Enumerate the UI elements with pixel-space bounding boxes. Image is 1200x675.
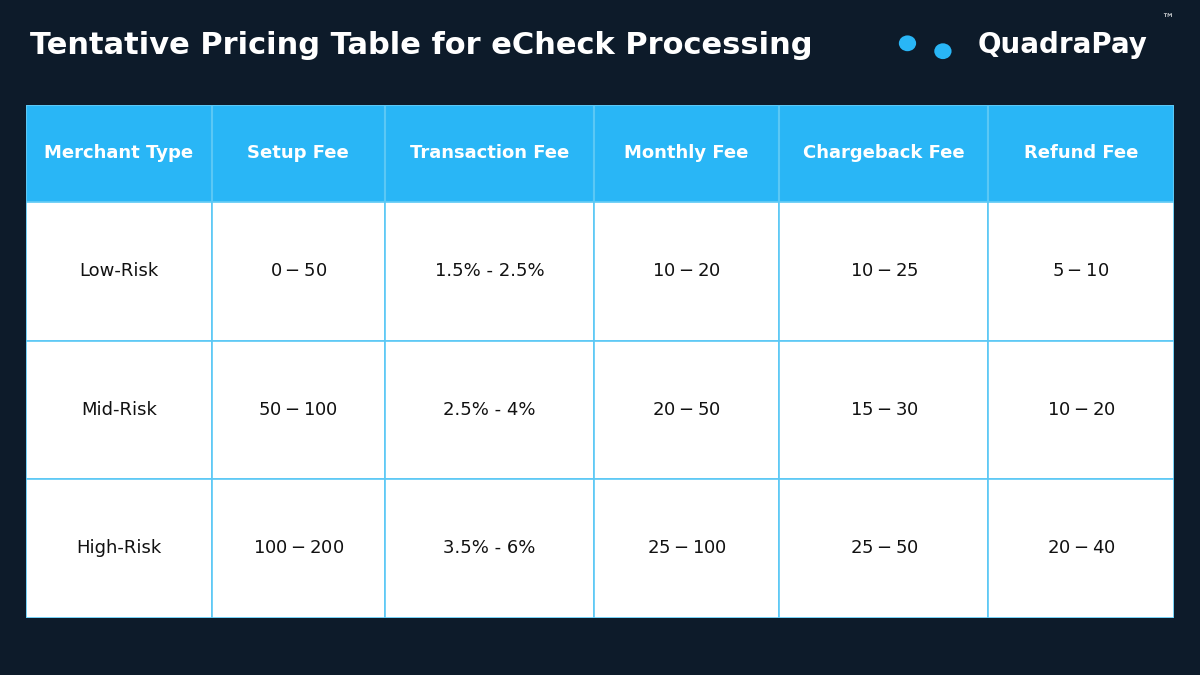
Text: Refund Fee: Refund Fee [1024, 144, 1138, 163]
Bar [385, 479, 594, 618]
Text: Low-Risk: Low-Risk [79, 263, 158, 280]
Bar [211, 105, 385, 202]
Text: $10 - $25: $10 - $25 [850, 263, 918, 280]
Bar [26, 479, 211, 618]
Bar [594, 105, 779, 202]
Bar [989, 202, 1174, 341]
Text: $50 - $100: $50 - $100 [258, 401, 338, 419]
Text: $5 - $10: $5 - $10 [1052, 263, 1110, 280]
Text: $0 - $50: $0 - $50 [270, 263, 326, 280]
Circle shape [935, 43, 952, 59]
Bar [26, 202, 211, 341]
Text: Merchant Type: Merchant Type [44, 144, 193, 163]
Text: Mid-Risk: Mid-Risk [82, 401, 157, 419]
Bar [26, 105, 211, 202]
Text: $20 - $40: $20 - $40 [1046, 539, 1115, 558]
Text: 1.5% - 2.5%: 1.5% - 2.5% [434, 263, 545, 280]
Bar [211, 479, 385, 618]
Text: Monthly Fee: Monthly Fee [624, 144, 749, 163]
Bar [385, 202, 594, 341]
Bar [779, 479, 989, 618]
Text: Tentative Pricing Table for eCheck Processing: Tentative Pricing Table for eCheck Proce… [30, 31, 812, 60]
FancyBboxPatch shape [924, 25, 962, 74]
Bar [385, 105, 594, 202]
Text: High-Risk: High-Risk [77, 539, 162, 558]
Text: 3.5% - 6%: 3.5% - 6% [443, 539, 535, 558]
Text: 2.5% - 4%: 2.5% - 4% [443, 401, 535, 419]
Bar [989, 105, 1174, 202]
Bar [989, 479, 1174, 618]
Bar [211, 202, 385, 341]
Bar [779, 105, 989, 202]
Bar [385, 341, 594, 479]
Bar [779, 341, 989, 479]
Bar [779, 202, 989, 341]
FancyBboxPatch shape [888, 25, 926, 74]
Bar [211, 341, 385, 479]
Bar [594, 202, 779, 341]
Text: $20 - $50: $20 - $50 [653, 401, 721, 419]
Text: $25 - $100: $25 - $100 [647, 539, 727, 558]
Text: $10 - $20: $10 - $20 [1046, 401, 1115, 419]
Text: $15 - $30: $15 - $30 [850, 401, 918, 419]
Text: $100 - $200: $100 - $200 [252, 539, 344, 558]
Text: QuadraPay: QuadraPay [978, 31, 1148, 59]
Circle shape [899, 35, 916, 51]
Text: ™: ™ [1160, 13, 1174, 26]
Text: Setup Fee: Setup Fee [247, 144, 349, 163]
Text: $10 - $20: $10 - $20 [653, 263, 721, 280]
Text: $25 - $50: $25 - $50 [850, 539, 918, 558]
Bar [26, 341, 211, 479]
Bar [594, 479, 779, 618]
Bar [594, 341, 779, 479]
Text: Chargeback Fee: Chargeback Fee [803, 144, 965, 163]
Text: Transaction Fee: Transaction Fee [410, 144, 569, 163]
Bar [989, 341, 1174, 479]
